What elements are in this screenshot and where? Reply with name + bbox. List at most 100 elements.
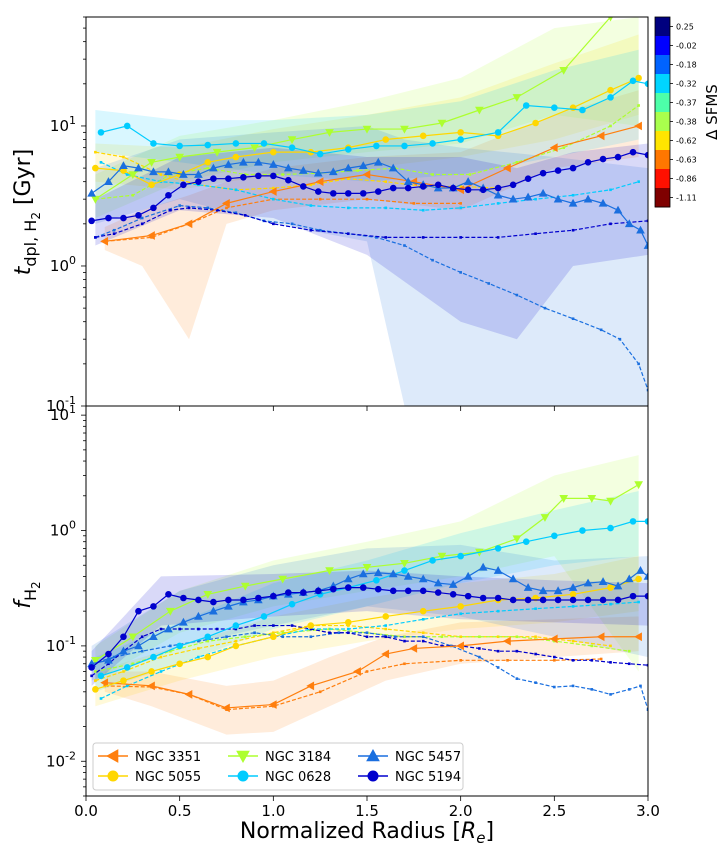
point-fH2-ngc-5457-1 (104, 655, 113, 664)
point-tdpl-ngc-5194-34 (599, 155, 607, 163)
dashed-point-fH2-ngc-3184-14 (627, 649, 631, 653)
dashed-point-fH2-ngc-5457-21 (609, 693, 612, 696)
point-fH2-ngc-5194-22 (419, 587, 427, 595)
point-fH2-ngc-5457-4 (149, 632, 158, 641)
point-tdpl-ngc-5055-9 (382, 136, 390, 143)
dashed-point-fH2-ngc-0628-12 (534, 607, 537, 611)
point-fH2-ngc-5194-11 (255, 594, 262, 602)
point-fH2-ngc-3184-8 (400, 559, 409, 568)
point-fH2-ngc-5194-13 (285, 589, 292, 596)
dashed-point-fH2-ngc-5457-20 (590, 688, 594, 691)
point-tdpl-ngc-5194-0 (88, 217, 95, 225)
dashed-point-tdpl-ngc-5194-1 (112, 232, 116, 236)
colorbar-tick-7: -0.63 (676, 156, 697, 165)
dashed-point-fH2-ngc-5055-11 (496, 635, 500, 639)
point-fH2-ngc-3351-0 (100, 678, 109, 688)
point-fH2-ngc-0628-4 (204, 633, 212, 641)
dashed-point-tdpl-ngc-5055-8 (384, 180, 388, 183)
point-tdpl-ngc-5457-10 (239, 157, 248, 166)
dashed-point-fH2-ngc-5194-15 (365, 635, 369, 639)
point-fH2-ngc-5194-36 (629, 592, 637, 600)
point-fH2-ngc-0628-0 (97, 672, 105, 680)
point-fH2-ngc-3351-3 (221, 703, 230, 713)
dashed-line-tdpl-ngc-5194 (95, 207, 648, 238)
legend-label-3: NGC 0628 (265, 770, 331, 785)
dashed-point-fH2-ngc-3184-0 (94, 670, 97, 673)
point-tdpl-ngc-0628-12 (429, 140, 436, 147)
point-fH2-ngc-0628-17 (579, 527, 586, 534)
point-tdpl-ngc-5194-29 (524, 175, 532, 183)
point-tdpl-ngc-5194-28 (509, 181, 517, 189)
point-tdpl-ngc-5055-10 (419, 132, 427, 140)
point-tdpl-ngc-5457-15 (313, 168, 323, 177)
point-tdpl-ngc-0628-4 (204, 141, 212, 149)
point-tdpl-ngc-5194-24 (449, 184, 457, 192)
point-tdpl-ngc-5457-31 (553, 194, 563, 203)
dashed-point-tdpl-ngc-3351-5 (318, 197, 322, 201)
point-tdpl-ngc-3351-2 (184, 219, 193, 229)
point-fH2-ngc-0628-2 (150, 653, 157, 661)
point-tdpl-ngc-3351-9 (502, 163, 511, 173)
dashed-point-fH2-ngc-5055-4 (234, 639, 238, 643)
dashed-point-tdpl-ngc-5194-7 (272, 222, 275, 226)
point-fH2-ngc-5055-10 (419, 607, 427, 615)
dashed-point-fH2-ngc-5457-12 (421, 635, 425, 639)
dashed-point-fH2-ngc-5457-23 (639, 684, 642, 688)
point-fH2-ngc-0628-7 (288, 600, 296, 608)
point-fH2-ngc-3184-6 (325, 567, 334, 576)
point-tdpl-ngc-3184-1 (128, 171, 138, 180)
point-fH2-ngc-3184-11 (512, 535, 522, 544)
dashed-point-tdpl-ngc-5457-12 (431, 258, 434, 262)
band-tdpl-ngc-5457 (95, 125, 648, 406)
dashed-point-fH2-ngc-0628-11 (496, 609, 500, 613)
point-fH2-ngc-5055-1 (120, 677, 127, 684)
point-tdpl-ngc-5055-2 (148, 181, 155, 189)
dashed-point-fH2-ngc-3351-9 (506, 659, 509, 662)
dashed-point-fH2-ngc-5194-22 (496, 649, 500, 653)
point-tdpl-ngc-5194-2 (120, 214, 127, 222)
legend: NGC 3351 NGC 5055 NGC 3184 NGC 0628 NGC 5457… (92, 742, 464, 791)
point-tdpl-ngc-5055-4 (204, 159, 212, 166)
point-tdpl-ngc-0628-0 (97, 129, 105, 136)
point-tdpl-ngc-0628-11 (401, 142, 408, 150)
point-tdpl-ngc-5194-7 (195, 178, 202, 185)
point-tdpl-ngc-3351-0 (100, 236, 109, 246)
point-fH2-ngc-5457-29 (523, 583, 533, 591)
colorbar-tick-8: -0.86 (676, 175, 697, 184)
band-tdpl-ngc-5194 (95, 143, 648, 340)
point-tdpl-ngc-5457-5 (164, 167, 173, 176)
point-fH2-ngc-3351-12 (596, 632, 605, 642)
point-tdpl-ngc-5194-14 (300, 183, 307, 190)
dashed-point-fH2-ngc-5194-27 (590, 659, 594, 662)
panel-depletion-time: 10-1 100 101 (46, 16, 649, 415)
point-tdpl-ngc-5194-1 (105, 214, 112, 222)
point-tdpl-ngc-5457-32 (568, 198, 578, 207)
point-fH2-ngc-5194-27 (494, 594, 502, 602)
dashed-point-fH2-ngc-5055-8 (384, 627, 388, 631)
dashed-point-fH2-ngc-3184-3 (206, 639, 210, 643)
point-fH2-ngc-5194-18 (359, 584, 367, 591)
point-tdpl-ngc-5194-26 (479, 186, 487, 194)
point-fH2-ngc-5457-19 (373, 568, 383, 577)
dashed-point-tdpl-ngc-3351-8 (459, 202, 462, 205)
point-fH2-ngc-0628-14 (494, 545, 502, 552)
point-fH2-ngc-3184-16 (634, 481, 643, 490)
dashed-point-fH2-ngc-5194-24 (534, 652, 537, 656)
point-tdpl-ngc-5457-34 (598, 198, 608, 207)
point-tdpl-ngc-5055-11 (457, 129, 464, 136)
point-fH2-ngc-3351-5 (306, 681, 315, 691)
point-fH2-ngc-5194-4 (150, 603, 157, 610)
point-fH2-ngc-3184-2 (165, 607, 175, 616)
point-fH2-ngc-5194-20 (389, 587, 397, 595)
dashed-point-fH2-ngc-3184-2 (169, 649, 172, 653)
point-fH2-ngc-5194-1 (105, 650, 112, 658)
dashed-point-fH2-ngc-5457-4 (197, 639, 200, 643)
colorbar-frame (654, 16, 671, 208)
point-tdpl-ngc-5194-13 (285, 176, 292, 184)
point-fH2-ngc-5457-24 (448, 580, 458, 588)
colorbar-swatch-4 (655, 93, 670, 113)
point-tdpl-ngc-5194-31 (554, 167, 562, 174)
point-tdpl-ngc-3351-5 (315, 177, 324, 187)
y-tick-label-tdpl-1: 100 (50, 254, 76, 275)
dashed-point-tdpl-ngc-0628-14 (609, 188, 612, 192)
